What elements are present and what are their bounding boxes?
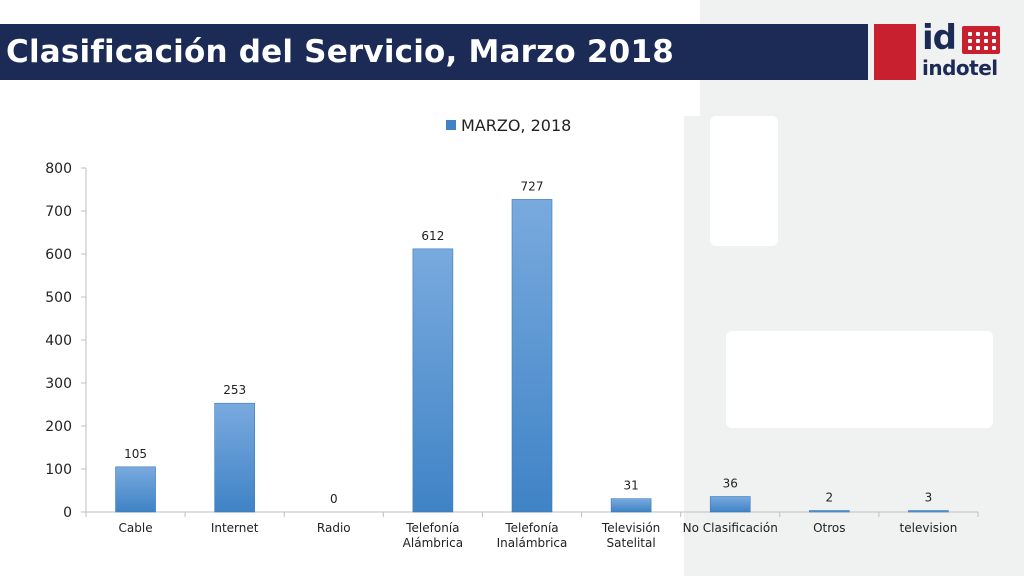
x-tick-label: No Clasificación: [683, 521, 778, 535]
bar-series: 105 253 0 612 727 31 36 2 3: [115, 179, 949, 513]
x-tick-label: Telefonía Alámbrica: [403, 521, 463, 550]
x-tick-label: Televisión Satelital: [601, 521, 660, 550]
x-tick-label: Cable: [119, 521, 153, 535]
background-panel: [684, 0, 1024, 576]
bar: [709, 496, 751, 513]
bar-data-label: 36: [723, 477, 738, 491]
y-tick-label: 400: [45, 333, 72, 349]
page-title: Clasificación del Servicio, Marzo 2018: [6, 34, 674, 70]
logo-red-block: [874, 24, 916, 80]
y-tick-label: 800: [45, 161, 72, 177]
bar-data-label: 2: [826, 491, 834, 505]
bar: [610, 498, 652, 513]
bar: [908, 510, 949, 513]
bar-data-label: 612: [421, 229, 444, 243]
x-tick-label: Otros: [813, 521, 845, 535]
indotel-logo: id indotel: [874, 18, 1004, 82]
x-tick-label: television: [900, 521, 958, 535]
logo-mark: id: [922, 18, 957, 58]
legend-swatch: [446, 120, 456, 130]
bar: [511, 199, 553, 513]
y-tick-label: 700: [45, 204, 72, 220]
y-tick-label: 300: [45, 376, 72, 392]
x-tick-label: Telefonía Inalámbrica: [497, 521, 568, 550]
y-tick-label: 500: [45, 290, 72, 306]
bar-data-label: 31: [623, 479, 638, 493]
x-axis: Cable Internet Radio Telefonía Alámbrica Tele…: [85, 511, 979, 550]
y-tick-label: 100: [45, 462, 72, 478]
bar: [809, 510, 850, 513]
bar-data-label: 3: [925, 491, 933, 505]
bar-data-label: 0: [330, 492, 338, 506]
bar: [412, 248, 454, 513]
y-tick-label: 200: [45, 419, 72, 435]
bar-data-label: 727: [521, 179, 544, 193]
logo-wordmark: indotel: [922, 56, 998, 80]
chart-legend: MARZO, 2018: [446, 116, 571, 135]
y-axis: 0 100 200 300 400 500 600 700 800: [45, 161, 87, 521]
bar: [115, 466, 156, 513]
title-bar: Clasificación del Servicio, Marzo 2018: [0, 24, 868, 80]
background-cutout-top: [710, 116, 778, 246]
x-tick-label: Internet: [211, 521, 259, 535]
legend-label: MARZO, 2018: [461, 116, 571, 135]
x-tick-label: Radio: [317, 521, 351, 535]
logo-keypad-icon: [962, 26, 1000, 54]
bar: [214, 402, 255, 513]
y-tick-label: 0: [63, 505, 72, 521]
y-tick-label: 600: [45, 247, 72, 263]
background-cutout-right: [726, 331, 993, 428]
bar-data-label: 105: [124, 447, 147, 461]
bar-data-label: 253: [223, 383, 246, 397]
